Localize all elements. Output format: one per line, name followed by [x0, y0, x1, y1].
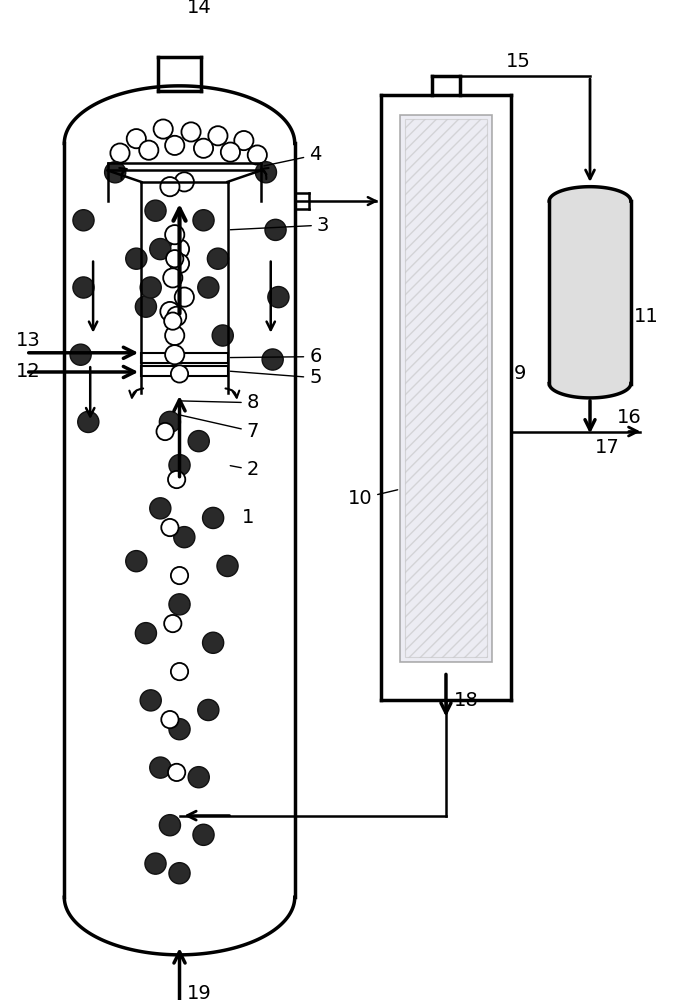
Circle shape	[166, 250, 183, 267]
Circle shape	[170, 254, 189, 273]
Circle shape	[168, 471, 185, 488]
Circle shape	[164, 615, 182, 632]
Circle shape	[110, 143, 130, 163]
Circle shape	[182, 122, 201, 142]
Circle shape	[165, 326, 184, 345]
Circle shape	[188, 767, 209, 788]
Circle shape	[169, 719, 190, 740]
Circle shape	[150, 757, 171, 778]
Circle shape	[262, 349, 283, 370]
Circle shape	[203, 507, 223, 529]
Circle shape	[126, 551, 147, 572]
Circle shape	[145, 853, 166, 874]
Text: 12: 12	[16, 362, 41, 381]
Circle shape	[234, 131, 254, 150]
Circle shape	[169, 455, 190, 476]
Circle shape	[160, 411, 180, 432]
Text: 3: 3	[230, 216, 329, 235]
Text: 8: 8	[180, 393, 259, 412]
Circle shape	[193, 824, 214, 845]
Circle shape	[175, 172, 194, 191]
Circle shape	[165, 225, 184, 244]
Text: 5: 5	[230, 368, 322, 387]
Circle shape	[162, 711, 178, 728]
Text: 11: 11	[634, 307, 658, 326]
Polygon shape	[549, 187, 631, 398]
Circle shape	[248, 145, 267, 165]
Circle shape	[156, 423, 174, 440]
Circle shape	[164, 312, 182, 330]
Text: 17: 17	[595, 438, 620, 457]
Circle shape	[194, 139, 213, 158]
FancyBboxPatch shape	[141, 353, 228, 363]
Circle shape	[167, 307, 186, 326]
Text: 4: 4	[264, 145, 322, 166]
Circle shape	[171, 567, 188, 584]
Circle shape	[171, 365, 188, 383]
Circle shape	[174, 527, 195, 548]
Circle shape	[203, 632, 223, 653]
Text: 13: 13	[16, 331, 41, 350]
Circle shape	[207, 248, 229, 269]
Circle shape	[198, 699, 219, 721]
Circle shape	[139, 141, 158, 160]
Circle shape	[135, 296, 156, 317]
Circle shape	[163, 268, 182, 287]
Text: 14: 14	[187, 0, 212, 17]
Text: 7: 7	[179, 415, 259, 441]
Circle shape	[160, 177, 180, 196]
Circle shape	[175, 287, 194, 307]
Text: 9: 9	[513, 364, 526, 383]
Circle shape	[209, 126, 227, 145]
Circle shape	[150, 239, 171, 260]
Circle shape	[73, 210, 94, 231]
Circle shape	[140, 277, 162, 298]
Text: 18: 18	[454, 691, 479, 710]
Circle shape	[160, 302, 180, 321]
Circle shape	[73, 277, 94, 298]
Text: 6: 6	[230, 347, 322, 366]
Circle shape	[188, 431, 209, 452]
Circle shape	[104, 162, 126, 183]
Circle shape	[168, 764, 185, 781]
Text: 1: 1	[242, 508, 254, 527]
Circle shape	[171, 663, 188, 680]
Text: 10: 10	[347, 489, 398, 508]
Circle shape	[212, 325, 234, 346]
Circle shape	[265, 219, 286, 240]
Circle shape	[268, 287, 289, 308]
Circle shape	[70, 344, 91, 365]
Circle shape	[170, 239, 189, 259]
Bar	[405, 119, 487, 657]
Text: 15: 15	[505, 52, 530, 71]
Circle shape	[193, 210, 214, 231]
Circle shape	[221, 143, 240, 162]
Circle shape	[169, 594, 190, 615]
Circle shape	[217, 555, 238, 577]
Circle shape	[127, 129, 146, 148]
Circle shape	[169, 863, 190, 884]
Text: 16: 16	[616, 408, 641, 427]
Circle shape	[162, 519, 178, 536]
Circle shape	[145, 200, 166, 221]
Circle shape	[255, 162, 277, 183]
Circle shape	[165, 345, 184, 364]
FancyBboxPatch shape	[141, 366, 228, 376]
Circle shape	[140, 690, 162, 711]
Text: 2: 2	[230, 460, 259, 479]
Circle shape	[78, 411, 99, 432]
Circle shape	[165, 136, 184, 155]
Circle shape	[126, 248, 147, 269]
Circle shape	[160, 815, 180, 836]
Circle shape	[153, 119, 173, 139]
Circle shape	[150, 498, 171, 519]
Bar	[400, 115, 491, 662]
Circle shape	[135, 623, 156, 644]
Circle shape	[198, 277, 219, 298]
Text: 19: 19	[187, 984, 212, 1000]
